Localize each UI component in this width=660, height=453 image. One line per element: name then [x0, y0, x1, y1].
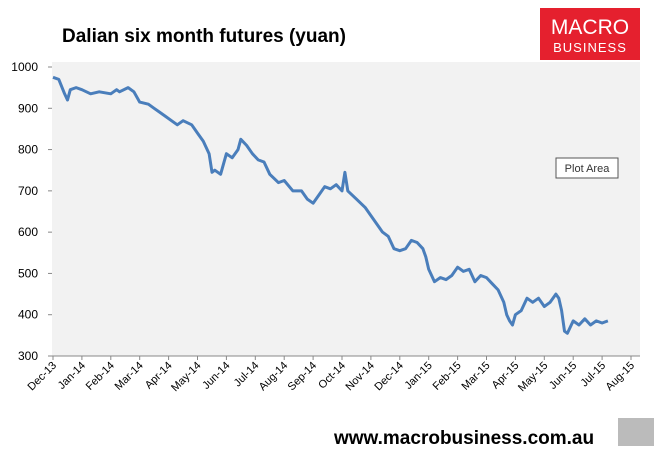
footer: www.macrobusiness.com.au — [333, 428, 594, 448]
y-tick-label: 1000 — [11, 60, 38, 74]
y-tick-label: 600 — [18, 225, 38, 239]
y-tick-label: 700 — [18, 184, 38, 198]
y-tick-label: 300 — [18, 349, 38, 363]
plot-area — [52, 62, 640, 356]
chart-title: Dalian six month futures (yuan) — [62, 26, 346, 47]
y-tick-label: 800 — [18, 143, 38, 157]
y-tick-label: 900 — [18, 101, 38, 115]
annotation-box — [555, 157, 619, 179]
logo-text: MACRO — [551, 16, 629, 39]
logo — [540, 8, 640, 60]
logo-text: BUSINESS — [553, 40, 627, 55]
data-line — [52, 75, 609, 335]
y-tick-label: 400 — [18, 308, 38, 322]
y-tick-label: 500 — [18, 266, 38, 280]
annotation: Plot Area — [565, 163, 611, 175]
logo-icon — [618, 418, 654, 446]
